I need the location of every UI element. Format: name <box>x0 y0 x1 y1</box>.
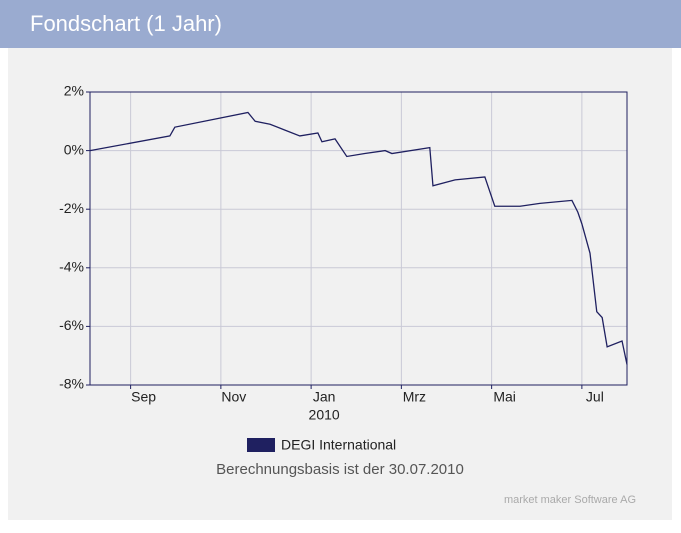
credit: market maker Software AG <box>504 494 636 506</box>
y-tick-label: -8% <box>59 376 84 392</box>
x-tick-label: Mrz <box>403 389 426 405</box>
note: Berechnungsbasis ist der 30.07.2010 <box>216 461 464 478</box>
y-tick-label: 0% <box>64 141 84 157</box>
header: Fondschart (1 Jahr) <box>0 0 681 48</box>
legend-swatch <box>247 438 275 452</box>
series-line <box>89 111 628 365</box>
plot-border <box>89 91 628 386</box>
x-tick-label: Jan <box>313 389 336 405</box>
x-tick-label: Jul <box>586 389 604 405</box>
y-tick-label: -4% <box>59 259 84 275</box>
x-tick-label: Nov <box>221 389 246 405</box>
y-tick-label: 2% <box>64 83 84 99</box>
x-tick-label: Sep <box>131 389 156 405</box>
x-annotation: 2010 <box>309 407 340 423</box>
y-tick-label: -6% <box>59 317 84 333</box>
panel <box>8 48 672 520</box>
y-tick-label: -2% <box>59 200 84 216</box>
x-tick-label: Mai <box>493 389 516 405</box>
header-title: Fondschart (1 Jahr) <box>30 11 222 36</box>
legend-label: DEGI International <box>281 437 396 453</box>
